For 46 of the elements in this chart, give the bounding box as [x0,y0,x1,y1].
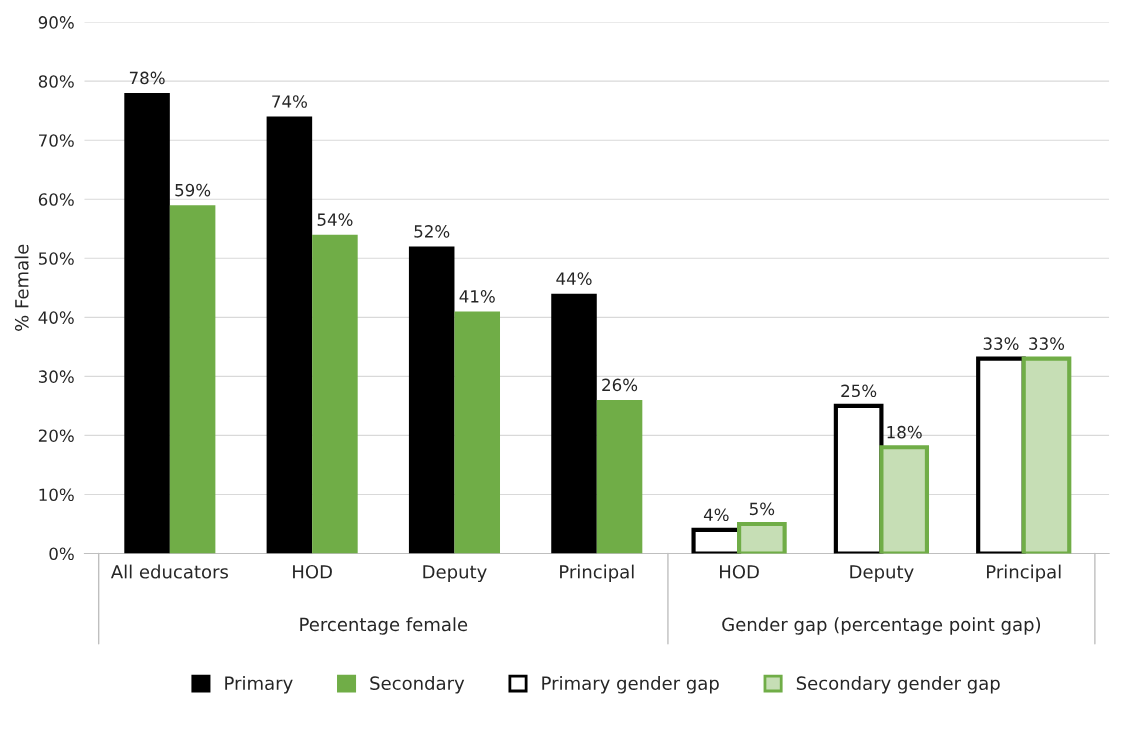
legend-label: Primary gender gap [542,676,719,694]
text: Percentage female [300,617,468,635]
y-tick-label: 20% [38,429,74,442]
bar [408,246,455,554]
data-label: 52% [414,225,450,238]
y-tick-label: 50% [38,252,74,265]
y-tick-label: 80% [38,75,74,88]
y-tick-label: 30% [38,370,74,383]
x-tick-label: Principal [560,564,634,583]
y-tick-label: 10% [39,488,74,502]
y-axis-title: % Female [14,244,29,331]
bar [312,234,358,554]
data-label: 74% [272,95,307,108]
bar [454,311,501,554]
legend-label: Secondary gender gap [796,676,1000,694]
x-tick-label: HOD [720,564,759,579]
data-label: 25% [841,384,877,398]
data-label: 78% [129,71,165,85]
x-tick-label: All educators [110,564,228,579]
legend-label: Primary [225,676,293,694]
data-label: 41% [459,290,495,303]
bar [596,400,643,554]
text: Gender gap (percentage point gap) [722,617,1041,635]
data-label: 44% [556,272,592,285]
y-tick-label: 40% [38,311,74,324]
data-label: 54% [317,213,353,226]
y-tick-label: 90% [38,16,74,29]
bar [169,205,216,554]
x-tick-label: Deputy [850,565,914,583]
legend-label: Secondary [370,676,465,694]
bar [266,116,313,554]
data-label: 4% [703,508,729,522]
y-tick-label: 0% [49,547,74,561]
data-label: 26% [602,378,638,392]
data-label: 5% [749,502,775,516]
y-tick-label: 70% [39,134,74,147]
data-label: 59% [175,183,211,197]
y-tick-label: 60% [38,193,74,206]
bar [124,92,170,554]
x-tick-label: Deputy [423,565,487,583]
x-tick-label: HOD [293,564,332,579]
x-tick-label: Principal [987,564,1061,583]
bar [551,293,597,554]
data-label: 33% [1029,337,1065,350]
data-label: 18% [887,425,922,439]
data-label: 33% [983,337,1019,350]
